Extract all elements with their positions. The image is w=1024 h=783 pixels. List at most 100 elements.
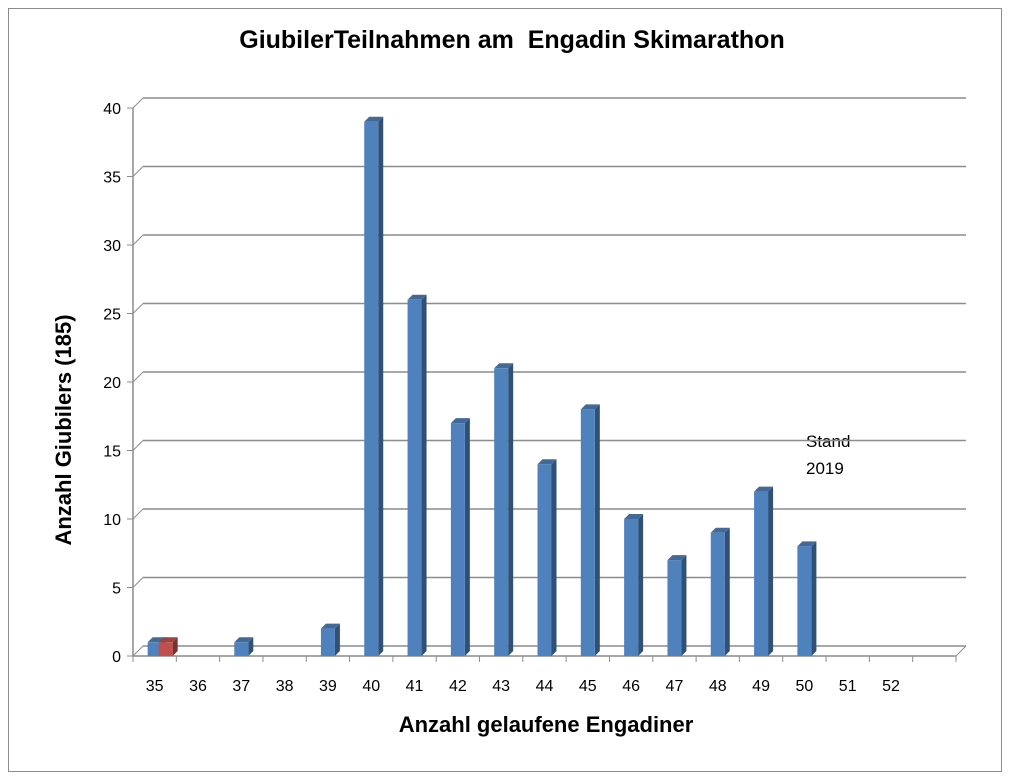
bar-front (407, 299, 422, 656)
bar (797, 541, 817, 656)
gridline-depth (132, 440, 144, 451)
y-tick-label: 5 (112, 581, 121, 598)
x-tick-label: 47 (666, 678, 684, 695)
gridline-depth (132, 508, 144, 520)
gridline-depth (132, 577, 144, 588)
x-tick-label: 49 (752, 678, 770, 695)
annotation-stand: Stand 2019 (806, 428, 850, 482)
bar-top (234, 637, 254, 643)
bar-front (667, 560, 682, 656)
bar-top (450, 418, 470, 424)
bar (710, 527, 730, 656)
x-tick-label: 51 (839, 678, 857, 695)
x-tick-label: 40 (362, 678, 380, 695)
x-tick-label: 48 (709, 678, 727, 695)
x-axis-label: Anzahl gelaufene Engadiner (398, 712, 694, 737)
bar-side (378, 116, 384, 656)
bar (624, 514, 644, 656)
bar-top (710, 527, 730, 533)
x-tick-label: 43 (492, 678, 510, 695)
bar (754, 486, 774, 656)
bar-front (147, 642, 162, 656)
bar-side (172, 637, 178, 656)
bar-side (724, 527, 730, 656)
bar (158, 637, 178, 656)
bar-top (537, 459, 557, 465)
bar-front (320, 628, 335, 656)
floor-edge (955, 645, 967, 657)
bar-top (624, 514, 644, 519)
bar-side (464, 418, 470, 656)
bar-top (158, 637, 178, 643)
bar (450, 418, 470, 656)
bar-top (494, 363, 514, 369)
bar-side (681, 555, 687, 656)
bar-front (537, 464, 552, 656)
x-tick-label: 36 (189, 678, 207, 695)
bar (320, 623, 340, 656)
bar-side (594, 404, 600, 656)
x-tick-label: 37 (232, 678, 250, 695)
bar-front (234, 642, 249, 656)
x-tick-label: 50 (795, 678, 813, 695)
x-tick-label: 45 (579, 678, 597, 695)
bar-front (450, 423, 465, 656)
bar-front (364, 121, 379, 656)
y-tick-label: 40 (103, 101, 121, 118)
bar-front (710, 532, 725, 656)
bar-front (580, 409, 595, 656)
bar-side (551, 459, 557, 656)
bar (407, 294, 427, 656)
y-tick-label: 20 (103, 375, 121, 392)
bar (580, 404, 600, 656)
bar-side (421, 294, 427, 656)
bar-top (580, 404, 600, 410)
bar-top (364, 116, 384, 122)
gridline-depth (132, 234, 144, 246)
gridline-depth (132, 166, 144, 177)
x-tick-label: 35 (146, 678, 164, 695)
bar (537, 459, 557, 656)
x-tick-label: 46 (622, 678, 640, 695)
bar-side (811, 541, 817, 656)
bar-side (334, 623, 340, 656)
bar-top (754, 486, 774, 492)
bar-top (797, 541, 817, 547)
bar-side (248, 637, 254, 656)
y-tick-label: 30 (103, 238, 121, 255)
x-tick-label: 44 (536, 678, 554, 695)
bar-front (158, 642, 173, 656)
x-tick-label: 39 (319, 678, 337, 695)
bar-side (508, 363, 514, 656)
annotation-line-2: 2019 (806, 459, 844, 478)
gridline-depth (132, 303, 144, 314)
x-tick-label: 41 (406, 678, 424, 695)
bar-top (667, 555, 687, 561)
y-tick-label: 10 (103, 512, 121, 529)
gridline-depth (132, 97, 144, 109)
bar (364, 116, 384, 656)
bar-side (768, 486, 774, 656)
chart-title: GiubilerTeilnahmen am Engadin Skimaratho… (239, 26, 785, 54)
bar (234, 637, 254, 656)
bar (494, 363, 514, 656)
x-tick-label: 52 (882, 678, 900, 695)
gridline-depth (132, 371, 144, 383)
bar-top (320, 623, 340, 629)
bar-front (494, 368, 509, 656)
bar-front (797, 546, 812, 656)
x-tick-label: 38 (276, 678, 294, 695)
bar-top (407, 294, 427, 300)
bar-side (638, 514, 644, 656)
gridline-depth (132, 645, 144, 657)
y-tick-label: 15 (103, 444, 121, 461)
bar-front (624, 519, 639, 656)
bar-front (754, 491, 769, 656)
annotation-line-1: Stand (806, 432, 851, 451)
y-tick-label: 35 (103, 170, 121, 187)
x-tick-label: 42 (449, 678, 467, 695)
y-tick-label: 0 (112, 649, 121, 666)
bar (667, 555, 687, 656)
y-tick-label: 25 (103, 307, 121, 324)
